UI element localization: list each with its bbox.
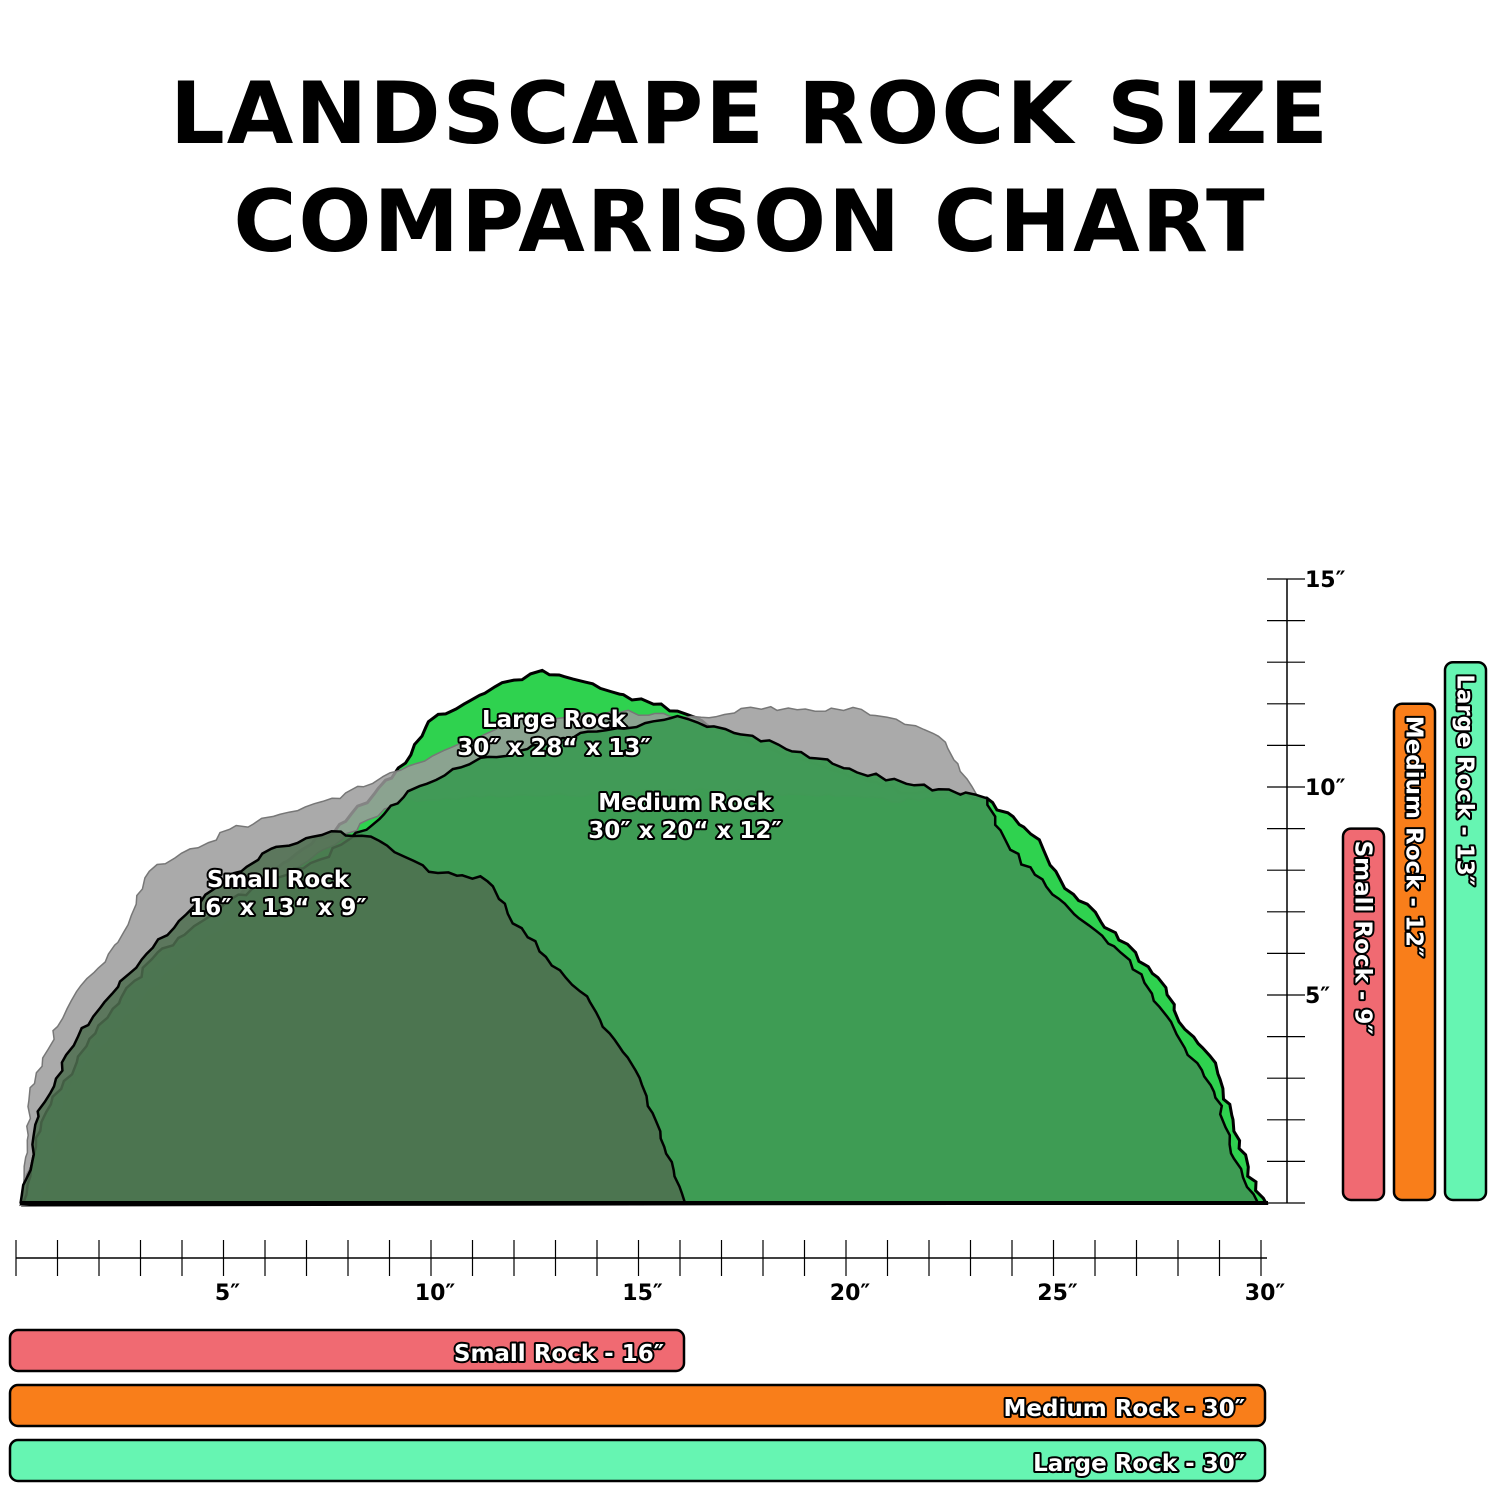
x-tick-label: 15″ (622, 1281, 663, 1306)
length-bar-1-label: Small Rock - 16″ (454, 1341, 664, 1367)
title-line-2: COMPARISON CHART (233, 172, 1267, 272)
x-tick-label: 30″ (1245, 1281, 1286, 1306)
length-bar-2-label: Medium Rock - 30″ (1004, 1396, 1245, 1422)
medium-rock-name-label: Medium Rock (598, 790, 772, 816)
y-axis: 5″ 10″ 15″ (1267, 568, 1346, 1204)
y-tick-label: 10″ (1305, 776, 1346, 801)
large-rock-dims-label: 30″ x 28“ x 13″ (457, 735, 650, 761)
x-tick-label: 10″ (415, 1281, 456, 1306)
height-bar-2 (1392, 702, 1437, 1202)
length-bar-3 (8, 1438, 1267, 1483)
length-bar-3-label: Large Rock - 30″ (1033, 1451, 1245, 1477)
medium-rock-dims-label: 30″ x 20“ x 12″ (588, 818, 781, 844)
length-bars: Small Rock - 16″ Medium Rock - 30″ Large R… (8, 1328, 1267, 1483)
height-bar-3-label: Large Rock - 13″ (1452, 674, 1478, 886)
height-bar-1-label: Small Rock - 9″ (1350, 841, 1376, 1035)
height-bars: Small Rock - 9″ Medium Rock - 12″ Large Ro… (1341, 660, 1488, 1202)
small-rock-shape (19, 829, 687, 1205)
y-tick-label: 5″ (1305, 984, 1330, 1009)
x-tick-label: 25″ (1037, 1281, 1078, 1306)
large-rock-name-label: Large Rock (482, 707, 627, 733)
rock-silhouettes (18, 668, 1269, 1207)
small-rock-name-label: Small Rock (207, 867, 350, 893)
length-bar-1 (8, 1328, 686, 1373)
chart-title: LANDSCAPE ROCK SIZE COMPARISON CHART (0, 60, 1500, 276)
title-line-1: LANDSCAPE ROCK SIZE (169, 64, 1331, 164)
x-tick-label: 20″ (830, 1281, 871, 1306)
length-bar-2 (8, 1383, 1267, 1428)
x-tick-label: 5″ (215, 1281, 240, 1306)
height-bar-3 (1443, 660, 1488, 1202)
height-bar-2-label: Medium Rock - 12″ (1401, 716, 1427, 957)
y-tick-label: 15″ (1305, 568, 1346, 593)
height-bar-1 (1341, 827, 1386, 1202)
x-axis: 5″ 10″ 15″ 20″ 25″ 30″ (15, 1240, 1286, 1306)
small-rock-dims-label: 16″ x 13“ x 9″ (189, 895, 366, 921)
